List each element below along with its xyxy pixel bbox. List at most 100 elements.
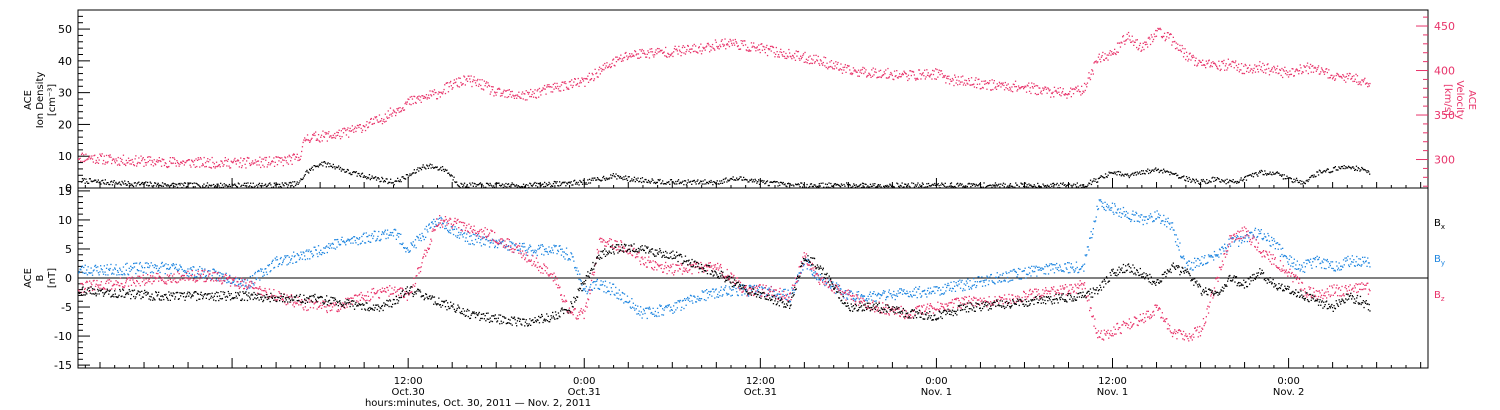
density-point	[279, 185, 282, 188]
by-point	[177, 270, 179, 272]
by-point	[794, 282, 797, 285]
by-point	[428, 224, 430, 226]
velocity-point	[243, 158, 246, 160]
density-point	[1110, 171, 1112, 174]
velocity-point	[190, 166, 192, 168]
density-point	[1127, 175, 1130, 177]
velocity-point	[1211, 65, 1213, 68]
velocity-point	[287, 156, 289, 158]
velocity-point	[93, 155, 95, 157]
by-point	[1170, 222, 1172, 224]
density-point	[879, 184, 881, 186]
density-point	[1207, 182, 1209, 184]
velocity-point	[518, 91, 520, 93]
density-point	[647, 181, 649, 184]
by-point	[1142, 223, 1144, 226]
velocity-point	[1117, 51, 1119, 53]
by-point	[393, 229, 395, 231]
velocity-point	[510, 91, 512, 93]
density-point	[281, 182, 283, 184]
by-point	[298, 258, 301, 261]
velocity-point	[86, 159, 88, 161]
velocity-point	[982, 87, 984, 89]
velocity-point	[535, 96, 537, 99]
density-point	[209, 184, 211, 187]
velocity-point	[236, 160, 238, 162]
velocity-point	[1342, 74, 1344, 76]
density-point	[1264, 170, 1266, 172]
velocity-point	[195, 158, 197, 160]
velocity-point	[649, 48, 651, 50]
by-point	[584, 287, 586, 290]
by-point	[702, 291, 704, 293]
velocity-point	[388, 117, 390, 119]
velocity-point	[103, 155, 105, 157]
by-point	[706, 289, 708, 291]
velocity-point	[981, 80, 983, 82]
by-point	[620, 298, 623, 300]
velocity-point	[674, 45, 676, 47]
by-point	[241, 279, 243, 281]
velocity-point	[617, 59, 619, 61]
velocity-point	[234, 157, 236, 160]
velocity-point	[728, 45, 731, 48]
by-point	[597, 287, 599, 290]
density-point	[1072, 184, 1074, 187]
velocity-point	[743, 40, 745, 42]
velocity-point	[568, 88, 570, 90]
by-point	[764, 287, 766, 289]
by-point	[849, 291, 852, 293]
velocity-point	[1356, 81, 1358, 83]
density-point	[1324, 170, 1326, 172]
by-point	[216, 273, 218, 275]
density-point	[986, 185, 988, 188]
velocity-point	[688, 50, 690, 52]
density-point	[87, 182, 89, 184]
velocity-point	[1152, 40, 1154, 43]
velocity-point	[595, 73, 597, 75]
density-point	[1235, 180, 1237, 183]
density-point	[1135, 174, 1137, 176]
velocity-point	[886, 77, 888, 79]
density-point	[1018, 185, 1020, 188]
by-point	[1265, 236, 1267, 238]
velocity-point	[741, 42, 743, 45]
by-point	[978, 276, 980, 278]
density-point	[1201, 180, 1203, 182]
density-point	[334, 168, 336, 170]
density-point	[1243, 178, 1245, 180]
density-point	[288, 182, 290, 184]
by-point	[380, 238, 382, 241]
density-point	[376, 177, 379, 179]
velocity-point	[546, 86, 548, 88]
by-point	[475, 235, 477, 237]
by-point	[940, 293, 943, 295]
by-point	[1295, 264, 1297, 266]
density-point	[743, 179, 746, 181]
density-point	[1182, 176, 1184, 178]
velocity-point	[503, 89, 505, 91]
velocity-point	[358, 126, 360, 129]
velocity-point	[400, 110, 403, 112]
by-point	[109, 267, 111, 270]
velocity-point	[538, 96, 540, 98]
velocity-point	[1163, 32, 1166, 34]
by-point	[1069, 271, 1071, 274]
by-point	[1254, 229, 1256, 231]
by-point	[590, 289, 593, 291]
velocity-point	[797, 50, 800, 53]
velocity-point	[362, 125, 364, 127]
by-point	[207, 270, 210, 272]
velocity-point	[1207, 60, 1210, 62]
velocity-point	[1082, 90, 1084, 92]
velocity-point	[175, 165, 177, 167]
density-point	[434, 167, 436, 169]
by-point	[1256, 236, 1258, 238]
by-point	[1141, 214, 1143, 216]
by-point	[756, 290, 758, 292]
velocity-point	[1367, 83, 1370, 85]
velocity-point	[112, 158, 114, 160]
velocity-point	[1334, 79, 1336, 81]
by-point	[887, 296, 889, 298]
by-point	[517, 249, 519, 251]
